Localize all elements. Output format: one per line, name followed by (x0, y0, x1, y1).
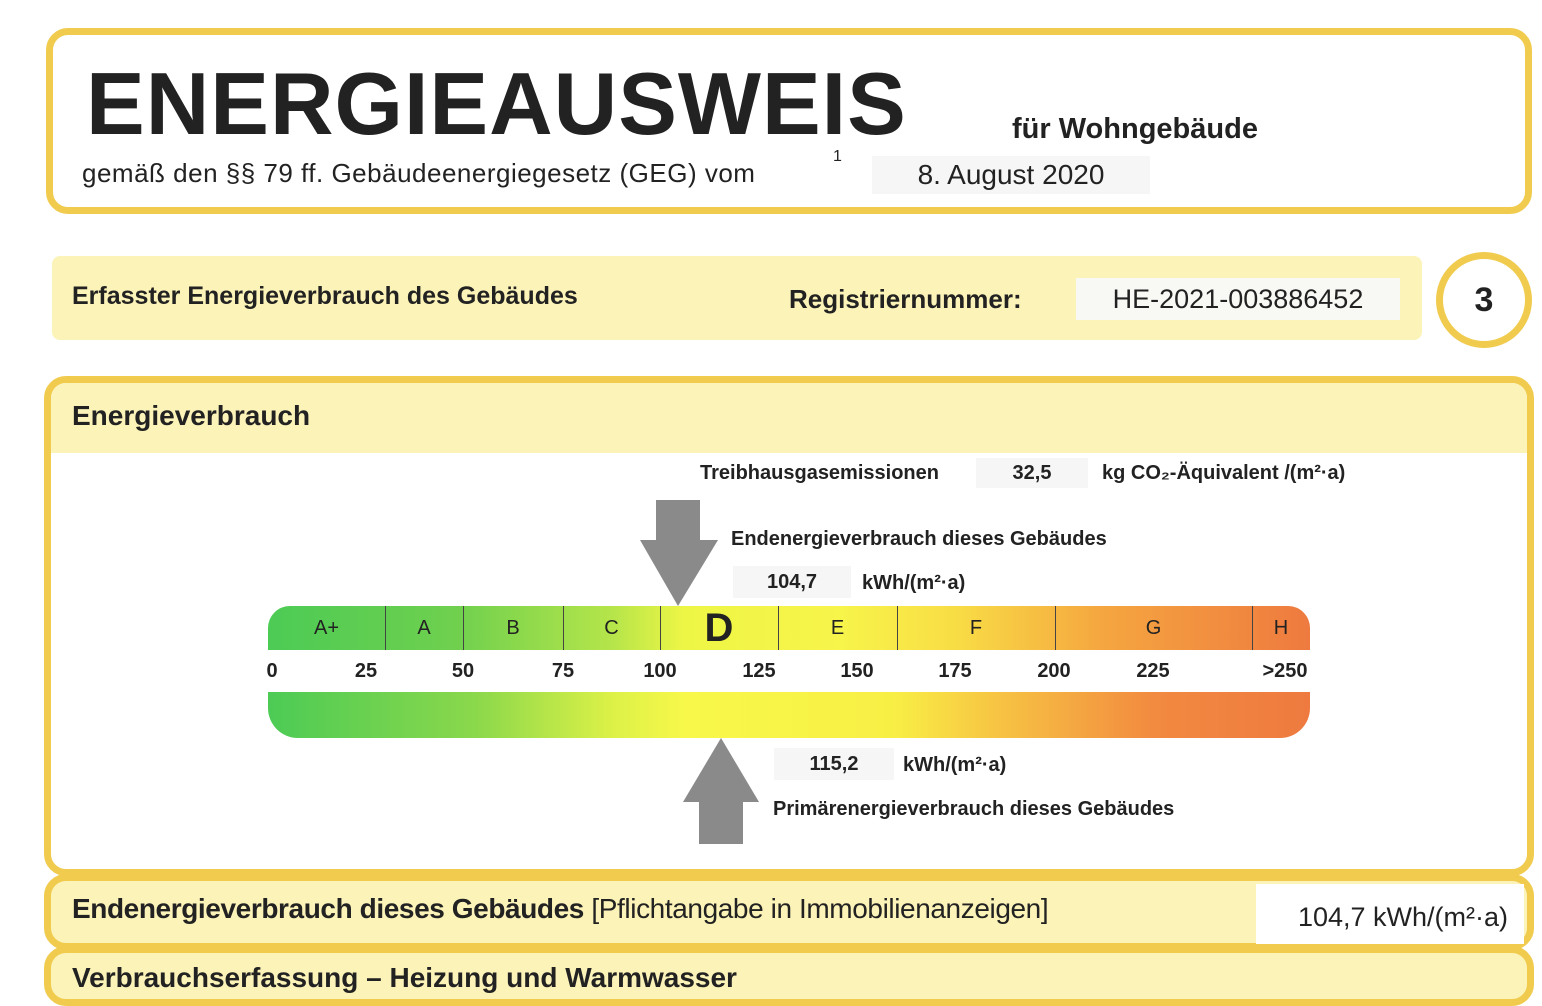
class-divider (897, 606, 898, 650)
scale-tick: 50 (451, 660, 475, 682)
scale-tick: 225 (1136, 660, 1170, 682)
mandatory-label-bold: Endenergieverbrauch dieses Gebäudes (72, 893, 584, 924)
mandatory-info-label: Endenergieverbrauch dieses Gebäudes [Pfl… (72, 893, 1049, 925)
scale-tick: 0 (266, 660, 278, 682)
class-divider (1055, 606, 1056, 650)
scale-tick: 200 (1037, 660, 1071, 682)
ghg-value: 32,5 (976, 458, 1088, 488)
law-date: 8. August 2020 (872, 156, 1150, 194)
class-divider (563, 606, 564, 650)
mandatory-label-note: [Pflichtangabe in Immobilienanzeigen] (591, 893, 1049, 924)
efficiency-class-G: G (1145, 617, 1162, 639)
ghg-unit: kg CO₂-Äquivalent /(m²·a) (1102, 462, 1346, 484)
section-title: Energieverbrauch (72, 400, 311, 431)
efficiency-class-scale: A+ A B C D E F G H (268, 606, 1310, 650)
efficiency-class-A+: A+ (313, 617, 340, 639)
primary-energy-label: Primärenergieverbrauch dieses Gebäudes (773, 798, 1175, 820)
law-reference: gemäß den §§ 79 ff. Gebäudeenergiegesetz… (82, 158, 756, 188)
document-subtitle: für Wohngebäude (1012, 113, 1258, 145)
primary-energy-value: 115,2 (774, 748, 894, 780)
scale-tick: 175 (938, 660, 972, 682)
scale-tick: 25 (354, 660, 378, 682)
efficiency-class-B: B (506, 617, 520, 639)
header-box (46, 28, 1532, 214)
document-title: ENERGIEAUSWEIS (86, 54, 907, 153)
scale-tick: >250 (1262, 660, 1308, 682)
scale-tick: 75 (551, 660, 575, 682)
efficiency-class-E: E (830, 617, 845, 639)
final-energy-label: Endenergieverbrauch dieses Gebäudes (731, 528, 1107, 550)
mandatory-info-value: 104,7 kWh/(m²·a) (1256, 884, 1524, 944)
efficiency-class-D: D (704, 606, 734, 650)
band-label: Erfasster Energieverbrauch des Gebäudes (72, 282, 578, 310)
efficiency-gradient-bar (268, 692, 1310, 738)
registration-number: HE-2021-003886452 (1076, 278, 1400, 320)
class-divider (1252, 606, 1253, 650)
final-energy-value: 104,7 (733, 566, 851, 598)
efficiency-class-H: H (1273, 617, 1289, 639)
efficiency-class-C: C (604, 617, 619, 639)
class-divider (385, 606, 386, 650)
scale-tick: 125 (742, 660, 776, 682)
primary-energy-unit: kWh/(m²·a) (903, 754, 1007, 776)
class-divider (778, 606, 779, 650)
primary-energy-arrow-icon (683, 738, 759, 844)
scale-tick: 100 (643, 660, 677, 682)
footnote-marker: 1 (833, 148, 842, 165)
scale-tick: 150 (840, 660, 874, 682)
next-section-title: Verbrauchserfassung – Heizung und Warmwa… (72, 962, 737, 993)
efficiency-class-F: F (969, 617, 983, 639)
ghg-label: Treibhausgasemissionen (700, 462, 939, 484)
class-divider (660, 606, 661, 650)
page-number-badge: 3 (1436, 252, 1532, 348)
final-energy-unit: kWh/(m²·a) (862, 572, 966, 594)
final-energy-arrow-icon (640, 500, 718, 606)
efficiency-class-A: A (417, 617, 431, 639)
registration-label: Registriernummer: (789, 284, 1022, 314)
class-divider (463, 606, 464, 650)
